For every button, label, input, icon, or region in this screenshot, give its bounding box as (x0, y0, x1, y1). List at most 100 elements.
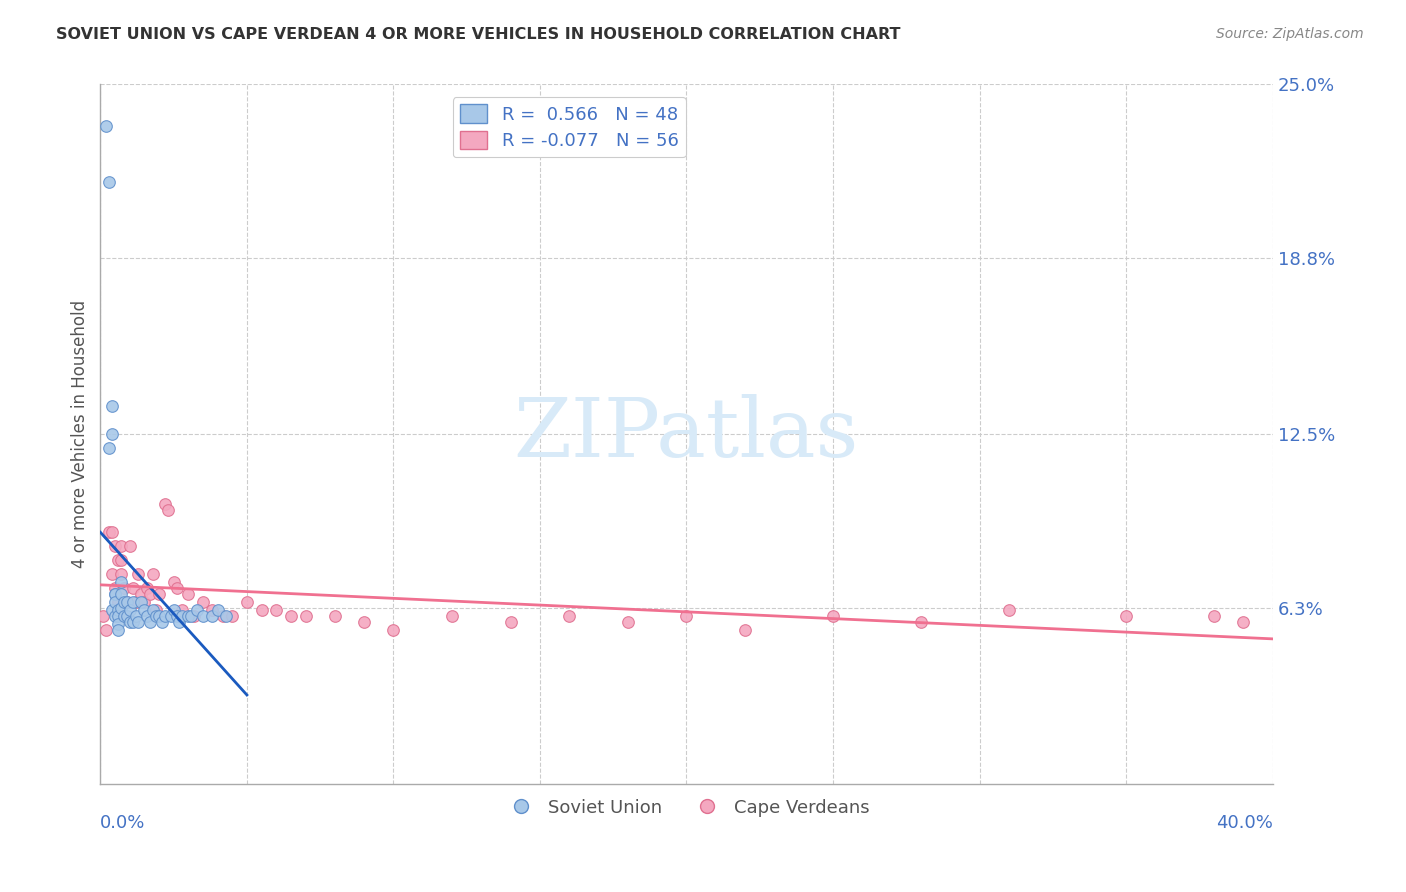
Point (96, 623, 118, 637)
Point (236, 595, 259, 609)
Point (101, 399, 124, 413)
Point (558, 609, 581, 624)
Point (134, 603, 156, 617)
Point (183, 609, 205, 624)
Point (115, 595, 138, 609)
Point (101, 567, 124, 582)
Text: Source: ZipAtlas.com: Source: ZipAtlas.com (1216, 27, 1364, 41)
Point (177, 586, 200, 600)
Point (110, 586, 132, 600)
Point (169, 615, 191, 629)
Point (142, 567, 165, 582)
Point (162, 575, 184, 590)
Point (353, 615, 375, 629)
Point (115, 609, 138, 624)
Point (150, 615, 173, 629)
Point (107, 617, 129, 632)
Point (148, 609, 170, 624)
Point (734, 623, 756, 637)
Point (110, 575, 132, 590)
Point (110, 600, 132, 615)
Point (121, 595, 143, 609)
Point (98, 175, 121, 189)
Point (131, 586, 153, 600)
Point (107, 595, 129, 609)
Point (107, 623, 129, 637)
Point (118, 615, 141, 629)
Point (101, 603, 124, 617)
Point (221, 609, 243, 624)
Point (136, 609, 159, 624)
Point (186, 603, 208, 617)
Point (177, 609, 200, 624)
Point (139, 615, 162, 629)
Point (131, 595, 153, 609)
Point (104, 586, 127, 600)
Point (172, 603, 194, 617)
Point (382, 623, 405, 637)
Text: 0.0%: 0.0% (100, 814, 146, 832)
Point (250, 603, 273, 617)
Point (153, 609, 176, 624)
Point (207, 603, 229, 617)
Point (910, 615, 932, 629)
Point (112, 595, 135, 609)
Point (323, 609, 346, 624)
Point (101, 427, 124, 442)
Point (118, 539, 141, 553)
Point (675, 609, 697, 624)
Point (998, 603, 1021, 617)
Point (124, 595, 146, 609)
Point (118, 603, 141, 617)
Point (110, 539, 132, 553)
Point (134, 595, 156, 609)
Point (121, 615, 143, 629)
Point (104, 581, 127, 595)
Point (191, 609, 214, 624)
Legend: Soviet Union, Cape Verdeans: Soviet Union, Cape Verdeans (496, 791, 877, 824)
Point (112, 609, 135, 624)
Point (96, 120, 118, 134)
Point (104, 539, 127, 553)
Text: ZIPatlas: ZIPatlas (513, 394, 859, 475)
Point (215, 609, 238, 624)
Point (142, 603, 165, 617)
Point (112, 581, 135, 595)
Point (148, 586, 170, 600)
Point (1202, 609, 1225, 624)
Point (499, 615, 522, 629)
Point (101, 524, 124, 539)
Point (166, 609, 188, 624)
Text: 40.0%: 40.0% (1216, 814, 1272, 832)
Point (172, 609, 194, 624)
Point (136, 581, 159, 595)
Point (294, 609, 316, 624)
Point (104, 586, 127, 600)
Point (264, 603, 287, 617)
Y-axis label: 4 or more Vehicles in Household: 4 or more Vehicles in Household (72, 300, 89, 568)
Point (156, 502, 179, 516)
Point (124, 609, 146, 624)
Point (107, 603, 129, 617)
Point (280, 609, 302, 624)
Point (145, 603, 167, 617)
Point (107, 553, 129, 567)
Point (153, 497, 176, 511)
Point (104, 609, 127, 624)
Point (115, 595, 138, 609)
Point (166, 581, 188, 595)
Point (98, 524, 121, 539)
Point (110, 567, 132, 582)
Point (98, 441, 121, 455)
Point (145, 609, 167, 624)
Point (91, 609, 114, 624)
Point (1115, 609, 1137, 624)
Point (212, 609, 235, 624)
Point (441, 609, 464, 624)
Text: SOVIET UNION VS CAPE VERDEAN 4 OR MORE VEHICLES IN HOUSEHOLD CORRELATION CHART: SOVIET UNION VS CAPE VERDEAN 4 OR MORE V… (56, 27, 901, 42)
Point (617, 615, 640, 629)
Point (1232, 615, 1254, 629)
Point (191, 595, 214, 609)
Point (127, 615, 149, 629)
Point (107, 609, 129, 624)
